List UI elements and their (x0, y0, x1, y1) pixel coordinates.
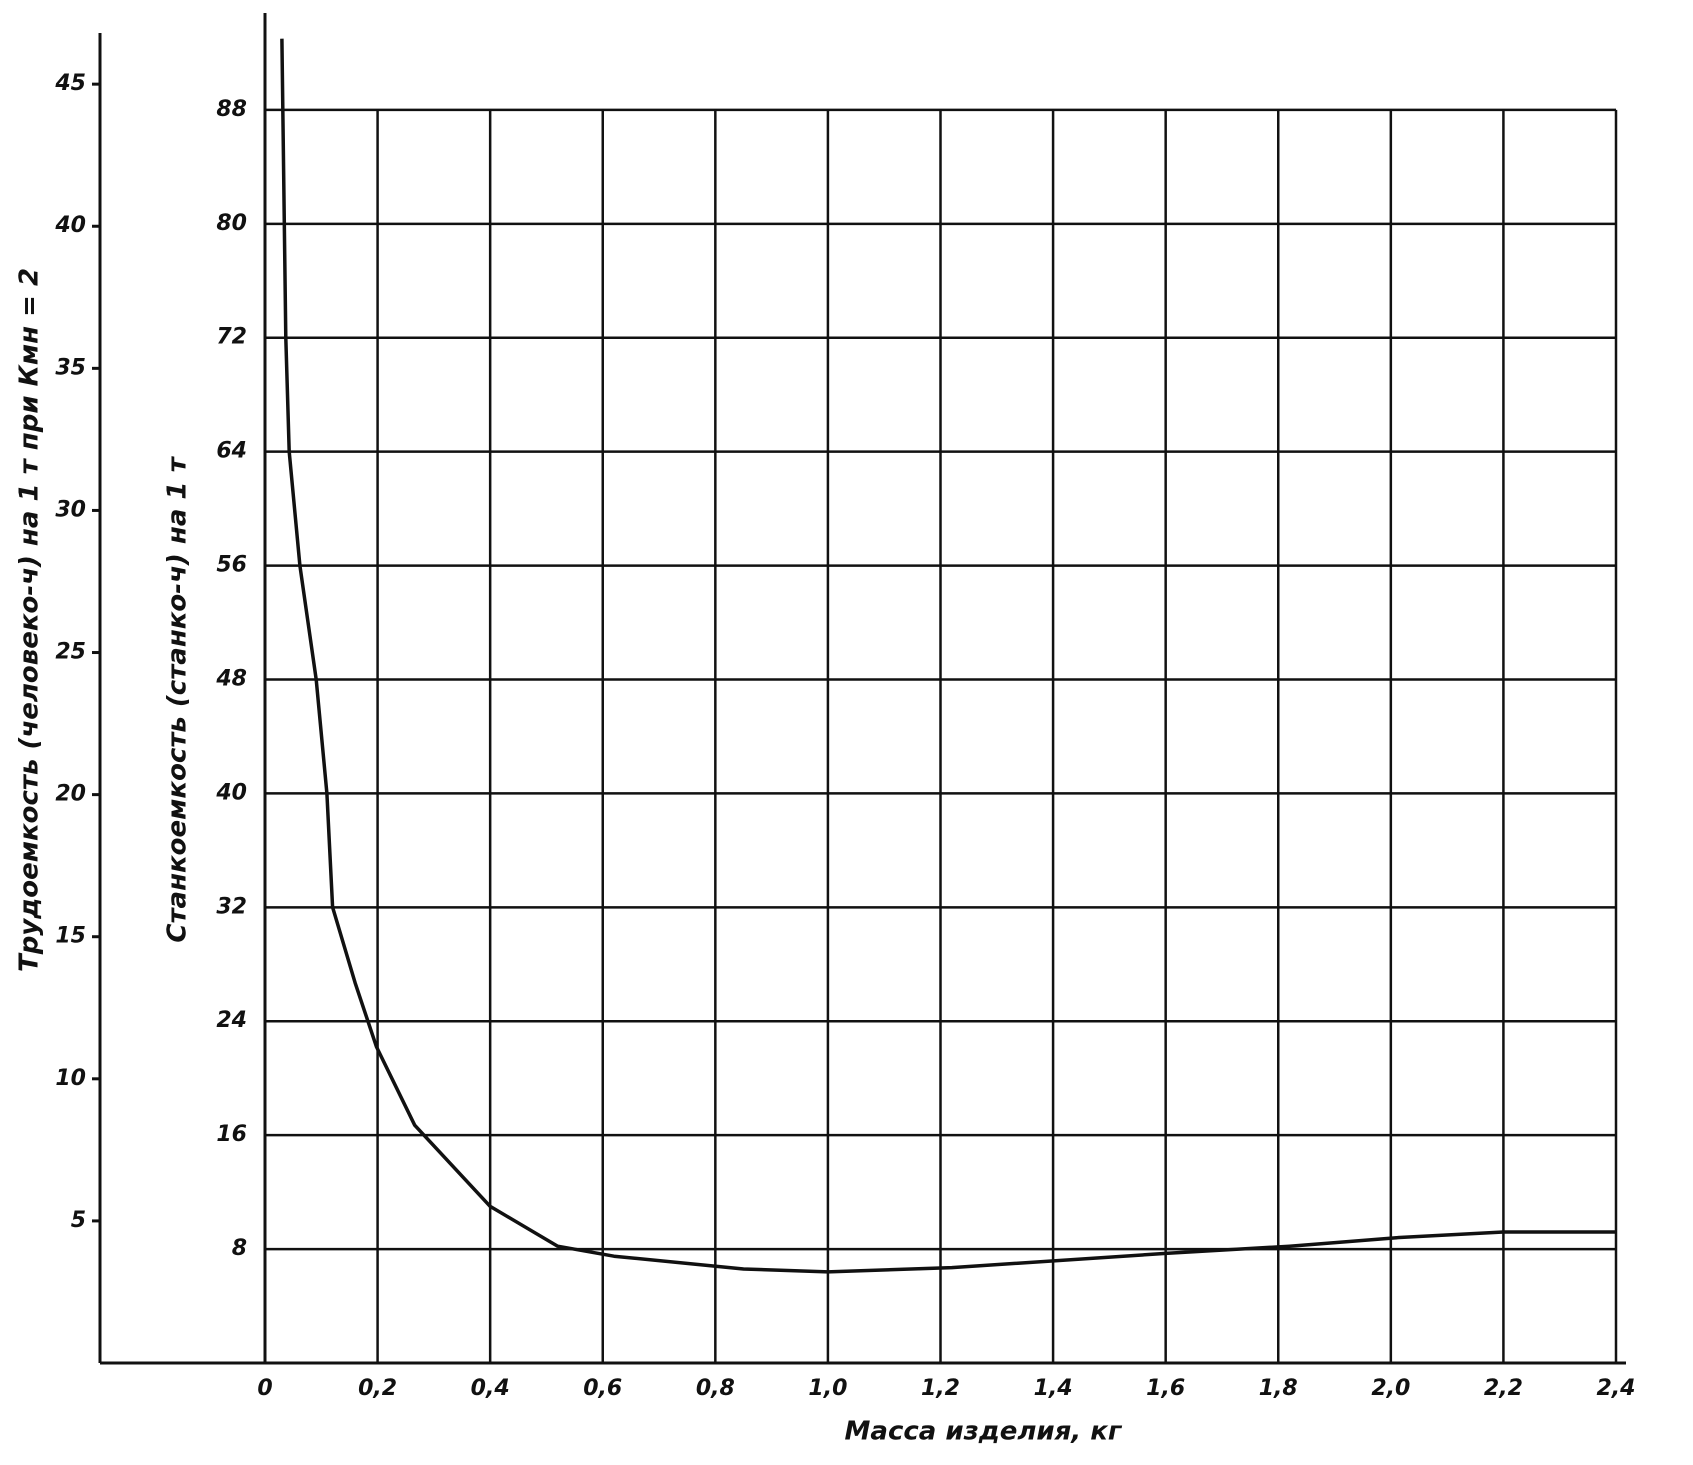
x-tick-label: 0 (257, 1376, 272, 1401)
y-tick-label: 32 (216, 894, 247, 919)
y2-tick-label: 5 (71, 1208, 86, 1233)
x-tick-label: 0,8 (696, 1376, 735, 1401)
y-tick-label: 80 (216, 211, 247, 236)
x-tick-label: 0,2 (358, 1376, 397, 1401)
y2-tick-label: 45 (54, 71, 86, 96)
y2-tick-label: 25 (55, 640, 86, 665)
x-tick-label: 2,4 (1597, 1376, 1636, 1401)
x-tick-label: 1,0 (808, 1376, 847, 1401)
y-tick-label: 72 (216, 325, 247, 350)
x-axis-label: Масса изделия, кг (845, 1417, 1123, 1447)
x-tick-label: 0,6 (583, 1376, 622, 1401)
y-tick-label: 40 (215, 780, 247, 805)
y-tick-label: 64 (216, 439, 247, 464)
y2-tick-label: 20 (55, 782, 86, 807)
y2-tick-label: 35 (55, 355, 86, 380)
y-tick-label: 48 (215, 666, 247, 691)
x-tick-label: 2,2 (1484, 1376, 1523, 1401)
y-tick-label: 24 (216, 1008, 247, 1033)
y2-tick-label: 40 (54, 213, 86, 238)
y-tick-label: 56 (216, 553, 247, 578)
x-tick-label: 2,0 (1371, 1376, 1410, 1401)
curve (280, 38, 1616, 1274)
x-tick-label: 1,6 (1146, 1376, 1185, 1401)
y2-axis-label: Трудоемкость (человеко-ч) на 1 т при Кмн… (15, 268, 45, 972)
y-tick-label: 8 (232, 1236, 247, 1261)
x-tick-label: 0,4 (471, 1376, 510, 1401)
y2-tick-label: 30 (55, 497, 86, 522)
y-tick-label: 88 (216, 97, 247, 122)
y-tick-label: 16 (216, 1122, 247, 1147)
x-tick-label: 1,2 (921, 1376, 960, 1401)
x-tick-label: 1,8 (1259, 1376, 1298, 1401)
x-tick-label: 1,4 (1034, 1376, 1073, 1401)
y2-tick-label: 15 (55, 924, 86, 949)
y2-tick-label: 10 (55, 1066, 86, 1091)
y-axis-label: Станкоемкость (станко-ч) на 1 т (163, 455, 193, 942)
